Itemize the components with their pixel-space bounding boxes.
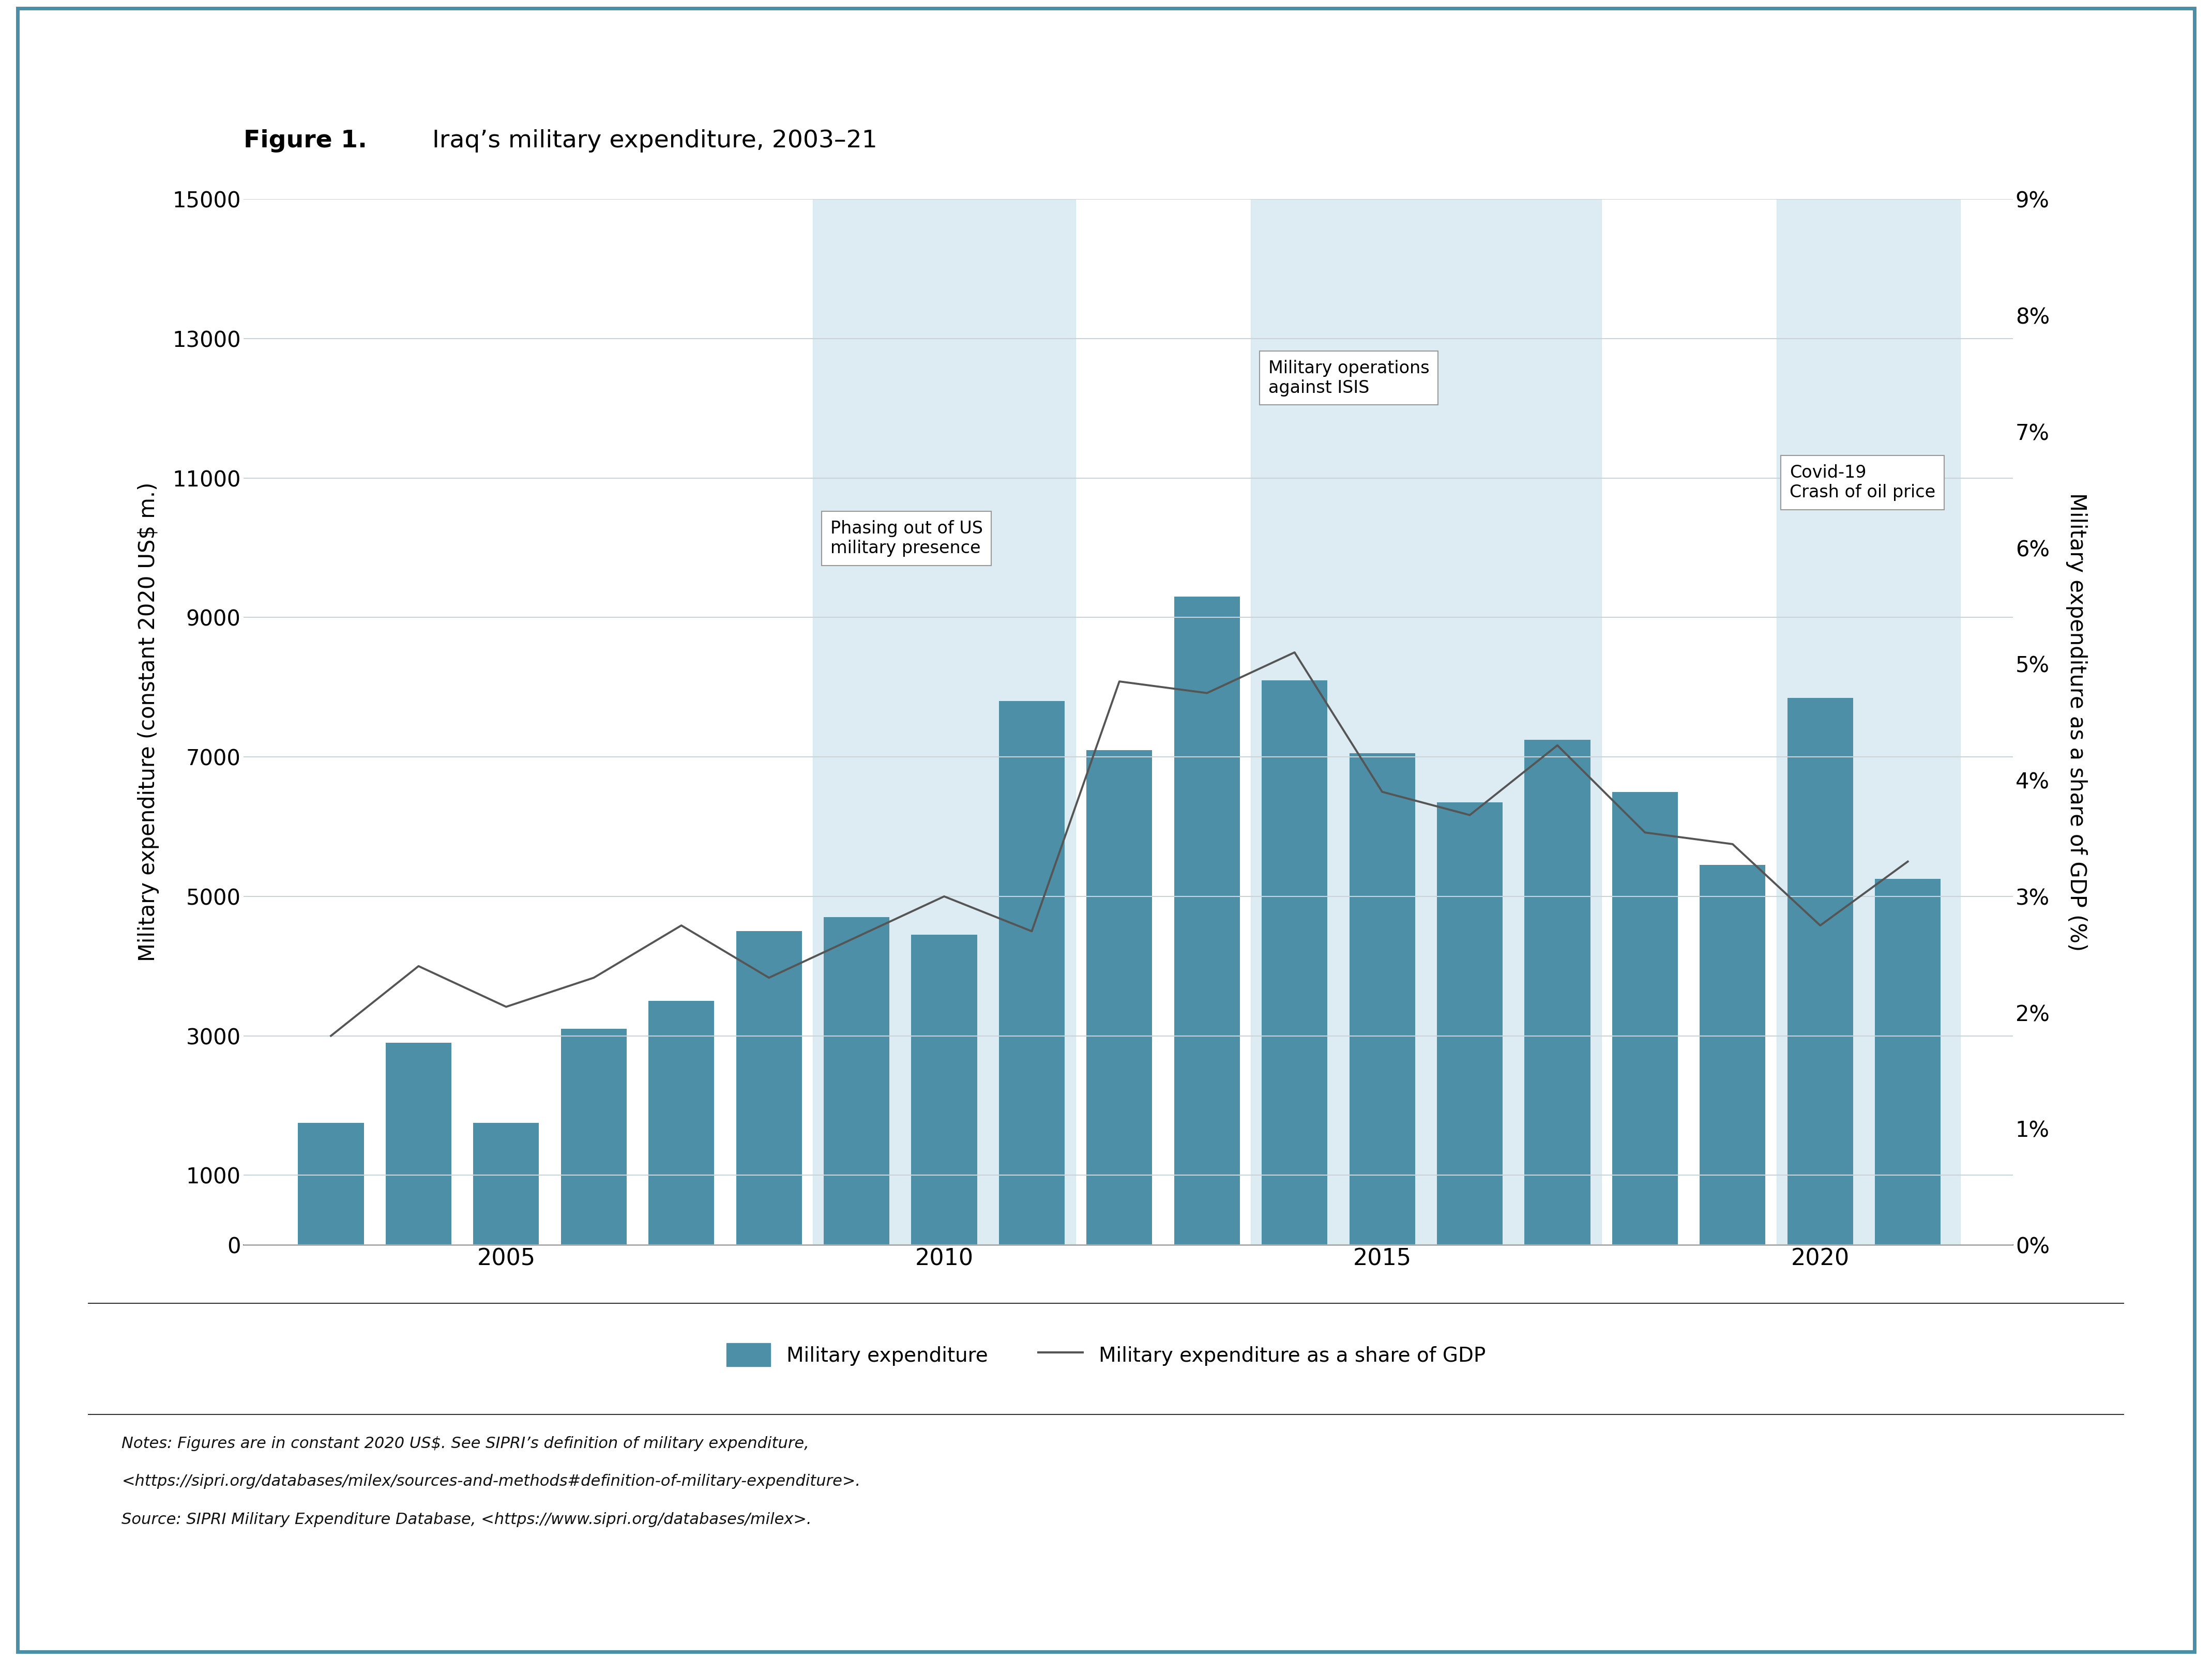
Text: Notes: Figures are in constant 2020 US$. See SIPRI’s definition of military expe: Notes: Figures are in constant 2020 US$.… xyxy=(122,1436,810,1451)
Text: Phasing out of US
military presence: Phasing out of US military presence xyxy=(830,520,982,556)
Y-axis label: Military expenditure as a share of GDP (%): Military expenditure as a share of GDP (… xyxy=(2066,493,2088,951)
Text: <https://sipri.org/databases/milex/sources-and-methods#definition-of-military-ex: <https://sipri.org/databases/milex/sourc… xyxy=(122,1474,860,1489)
Text: Figure 1.: Figure 1. xyxy=(243,129,367,153)
Legend: Military expenditure, Military expenditure as a share of GDP: Military expenditure, Military expenditu… xyxy=(719,1335,1493,1374)
Bar xyxy=(1349,754,1416,1245)
Bar xyxy=(473,1122,540,1245)
Bar xyxy=(1776,199,1960,1245)
Bar xyxy=(823,918,889,1245)
Bar xyxy=(1086,750,1152,1245)
Bar xyxy=(1787,697,1854,1245)
Bar xyxy=(385,1042,451,1245)
Bar xyxy=(1524,740,1590,1245)
Text: Military operations
against ISIS: Military operations against ISIS xyxy=(1267,360,1429,397)
Bar xyxy=(1613,792,1679,1245)
Text: Iraq’s military expenditure, 2003–21: Iraq’s military expenditure, 2003–21 xyxy=(425,129,878,153)
Bar xyxy=(1000,701,1064,1245)
Text: Source: SIPRI Military Expenditure Database, <https://www.sipri.org/databases/mi: Source: SIPRI Military Expenditure Datab… xyxy=(122,1512,812,1527)
Bar xyxy=(1250,199,1601,1245)
Bar xyxy=(1261,681,1327,1245)
Bar xyxy=(812,199,1075,1245)
Text: Covid-19
Crash of oil price: Covid-19 Crash of oil price xyxy=(1790,465,1936,501)
Bar xyxy=(648,1001,714,1245)
Bar xyxy=(1699,865,1765,1245)
Bar xyxy=(1438,802,1502,1245)
Bar xyxy=(562,1029,626,1245)
Bar xyxy=(1175,596,1239,1245)
Bar xyxy=(911,935,978,1245)
Y-axis label: Military expenditure (constant 2020 US$ m.): Military expenditure (constant 2020 US$ … xyxy=(137,483,159,961)
Bar xyxy=(737,931,801,1245)
Bar xyxy=(1876,880,1940,1245)
Bar xyxy=(299,1122,363,1245)
